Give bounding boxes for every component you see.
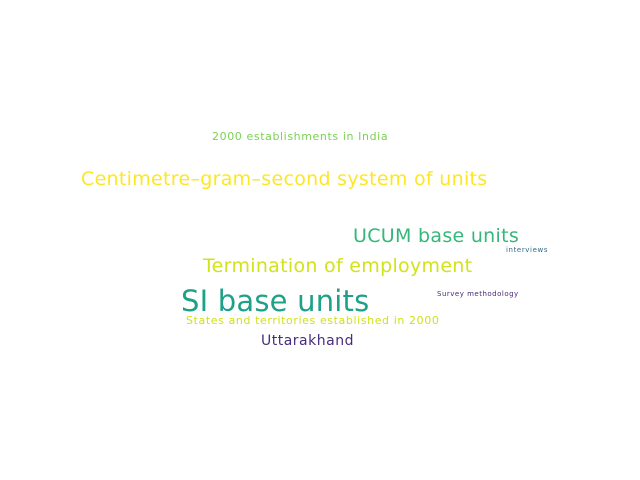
word-survey-methodology: Survey methodology <box>437 290 519 298</box>
word-termination-of-employment: Termination of employment <box>203 255 473 277</box>
word-uttarakhand: Uttarakhand <box>261 333 354 349</box>
word-centimetre-gram-second-system-of-units: Centimetre–gram–second system of units <box>81 168 488 190</box>
word-ucum-base-units: UCUM base units <box>353 225 520 247</box>
word-si-base-units: SI base units <box>181 284 370 318</box>
word-states-and-territories-established-in-2000: States and territories established in 20… <box>186 314 440 327</box>
word-interviews: interviews <box>506 246 549 254</box>
word-2000-establishments-in-india: 2000 establishments in India <box>212 130 389 143</box>
